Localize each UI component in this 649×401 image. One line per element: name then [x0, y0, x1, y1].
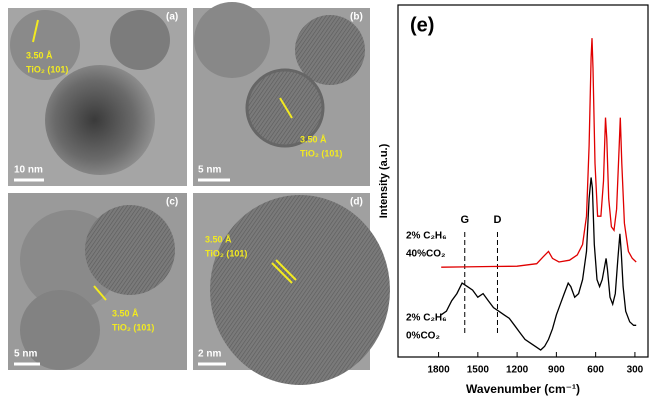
figure: (a) 3.50 Å TiO₂ (101) 10 nm (b) 3.50 Å T…	[0, 0, 649, 401]
series-label: 0%CO₂	[406, 331, 440, 342]
x-tick-label: 1500	[467, 365, 490, 376]
scale-label: 5 nm	[14, 349, 37, 360]
tem-panel-d: (d) 3.50 Å TiO₂ (101) 2 nm	[193, 193, 390, 385]
tem-panel-b: (b) 3.50 Å TiO₂ (101) 5 nm	[193, 2, 370, 186]
series-label: 2% C₂H₆	[406, 313, 447, 324]
tem-panel-c: (c) 3.50 Å TiO₂ (101) 5 nm	[8, 193, 187, 370]
spectrum-line	[441, 178, 636, 351]
plane-label: TiO₂ (101)	[26, 64, 68, 74]
x-tick-label: 300	[627, 365, 644, 376]
panel-label: (b)	[350, 12, 363, 23]
plot-frame	[398, 5, 648, 357]
series-label: 2% C₂H₆	[406, 231, 447, 242]
x-tick-label: 1200	[506, 365, 529, 376]
spacing-label: 3.50 Å	[300, 134, 327, 144]
panel-label: (a)	[166, 12, 178, 23]
x-tick-label: 900	[548, 365, 565, 376]
spacing-label: 3.50 Å	[205, 234, 232, 244]
tem-panel-a: (a) 3.50 Å TiO₂ (101) 10 nm	[8, 8, 187, 186]
panel-label: (c)	[166, 197, 178, 208]
x-axis-label: Wavenumber (cm⁻¹)	[466, 382, 580, 396]
spacing-label: 3.50 Å	[112, 308, 139, 318]
y-axis-label: Intensity (a.u.)	[378, 143, 390, 218]
page: (a) 3.50 Å TiO₂ (101) 10 nm (b) 3.50 Å T…	[0, 0, 649, 401]
scale-label: 10 nm	[14, 165, 43, 176]
plane-label: TiO₂ (101)	[112, 322, 154, 332]
spectrum-line	[441, 38, 636, 267]
scale-label: 2 nm	[198, 349, 221, 360]
panel-label: (d)	[350, 197, 363, 208]
panel-label: (e)	[410, 14, 434, 36]
x-tick-label: 600	[587, 365, 604, 376]
scale-label: 5 nm	[198, 165, 221, 176]
spacing-label: 3.50 Å	[26, 50, 53, 60]
plane-label: TiO₂ (101)	[205, 248, 247, 258]
plane-label: TiO₂ (101)	[300, 148, 342, 158]
annotation-label: D	[493, 214, 501, 226]
series-label: 40%CO₂	[406, 249, 445, 260]
annotation-label: G	[460, 214, 469, 226]
x-tick-label: 1800	[427, 365, 450, 376]
